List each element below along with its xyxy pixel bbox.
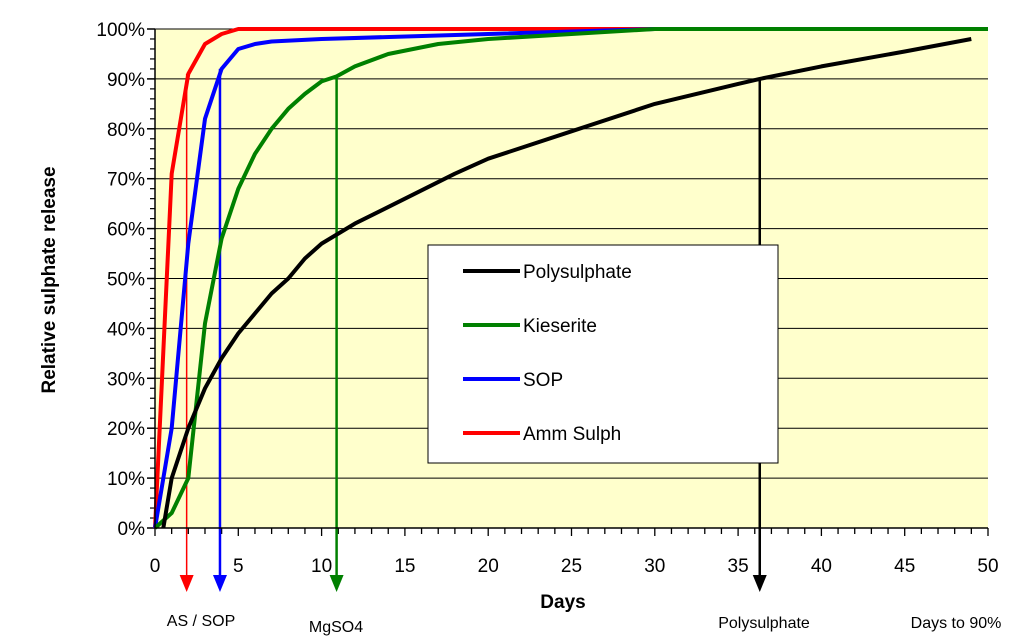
arrow-head xyxy=(752,575,767,592)
series-line-kieserite xyxy=(153,27,988,530)
arrow-head xyxy=(329,575,344,592)
x-tick-label: 30 xyxy=(644,556,665,577)
y-tick-label: 0% xyxy=(118,519,146,540)
annotation-as-sop: AS / SOP xyxy=(167,613,235,630)
x-tick-label: 10 xyxy=(311,556,332,577)
arrow-head xyxy=(179,575,194,592)
x-tick-label: 45 xyxy=(894,556,915,577)
x-tick-label: 20 xyxy=(478,556,499,577)
y-tick-label: 40% xyxy=(107,319,145,340)
y-tick-label: 60% xyxy=(107,220,145,241)
x-tick-label: 50 xyxy=(977,556,998,577)
series-line-amm-sulph xyxy=(153,27,988,529)
y-axis-label: Relative sulphate release xyxy=(39,166,60,393)
annotation-days-to-90: Days to 90% xyxy=(911,615,1002,632)
y-tick-label: 70% xyxy=(107,170,145,191)
annotation-mgso4: MgSO4 xyxy=(309,619,363,636)
x-tick-label: 35 xyxy=(728,556,749,577)
y-tick-label: 10% xyxy=(107,469,145,490)
y-tick-label: 20% xyxy=(107,419,145,440)
annotation-polysulphate: Polysulphate xyxy=(718,615,810,632)
y-tick-label: 50% xyxy=(107,270,145,291)
legend-label: SOP xyxy=(523,370,563,391)
legend-label: Kieserite xyxy=(523,316,597,337)
x-tick-label: 40 xyxy=(811,556,832,577)
x-axis-label: Days xyxy=(540,592,585,613)
series-line-polysulphate xyxy=(161,37,972,529)
legend-box xyxy=(427,244,779,464)
x-tick-label: 25 xyxy=(561,556,582,577)
x-tick-label: 15 xyxy=(394,556,415,577)
y-tick-label: 100% xyxy=(96,20,145,41)
series-line-sop xyxy=(153,27,988,529)
arrow-head xyxy=(212,575,227,592)
x-tick-label: 0 xyxy=(150,556,161,577)
legend: Polysulphate Kieserite SOP Amm Sulph xyxy=(427,244,779,464)
y-tick-label: 90% xyxy=(107,70,145,91)
y-tick-label: 30% xyxy=(107,369,145,390)
legend-label: Amm Sulph xyxy=(523,424,621,445)
legend-label: Polysulphate xyxy=(523,262,632,283)
y-tick-label: 80% xyxy=(107,120,145,141)
x-tick-label: 5 xyxy=(233,556,244,577)
